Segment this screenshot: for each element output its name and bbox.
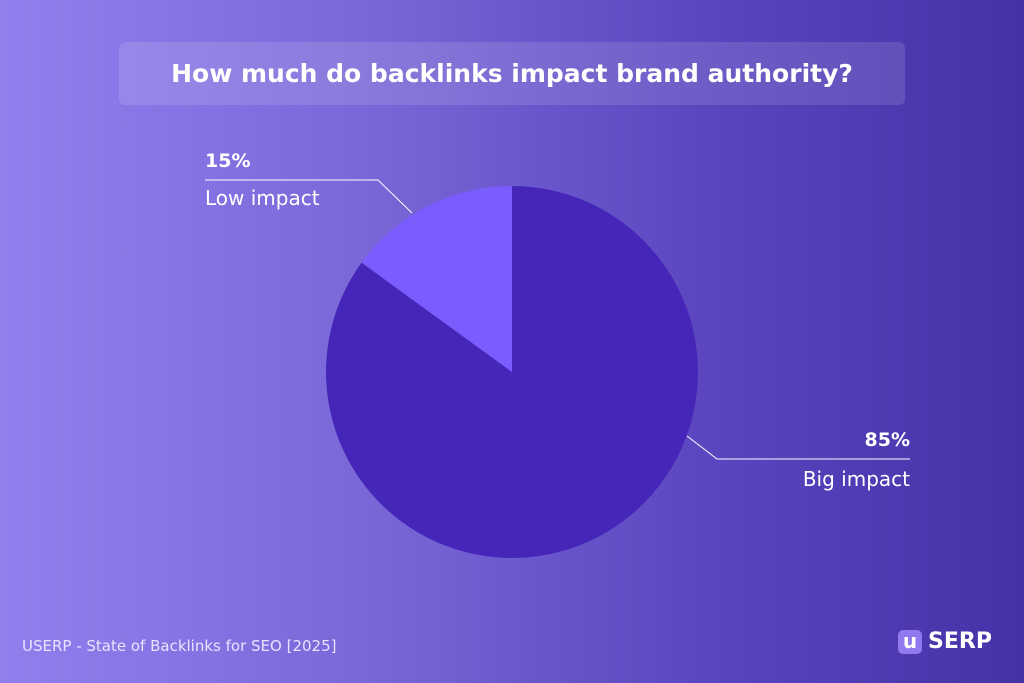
leader-line-low-impact	[205, 179, 413, 214]
chart-title: How much do backlinks impact brand autho…	[171, 59, 853, 88]
pie-slice-big-impact	[326, 186, 698, 558]
logo-mark-icon: u	[898, 629, 922, 654]
leader-line-big-impact	[686, 435, 910, 460]
logo-text: SERP	[928, 629, 992, 654]
data-label-big-impact-category: Big impact	[802, 467, 910, 491]
data-label-low-impact-value: 15%	[205, 150, 251, 172]
pie-slice-low-impact	[361, 186, 512, 372]
title-banner: How much do backlinks impact brand autho…	[119, 42, 905, 105]
source-caption: USERP - State of Backlinks for SEO [2025…	[22, 637, 337, 655]
data-label-low-impact-category: Low impact	[205, 186, 320, 210]
userp-logo: u SERP	[898, 629, 992, 654]
data-label-big-impact-value: 85%	[864, 429, 910, 451]
